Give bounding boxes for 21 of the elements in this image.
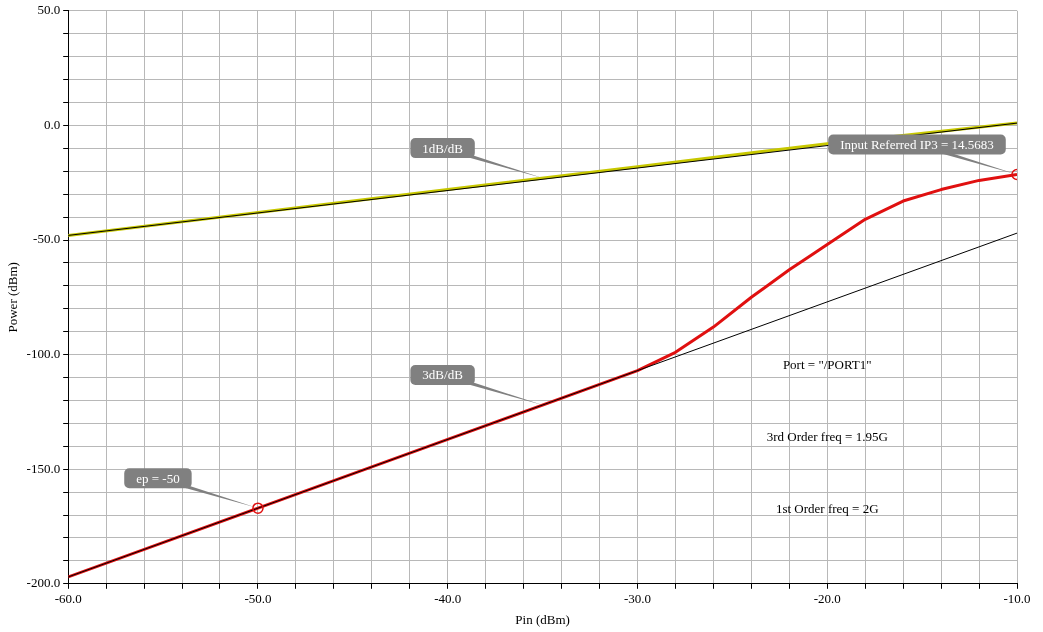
annotation: ep = -50: [136, 470, 180, 486]
annotation: 1st Order freq = 2G: [775, 500, 879, 516]
x-tick-label: -50.0: [244, 591, 272, 607]
x-tick-label: -40.0: [434, 591, 462, 607]
y-tick-label: 0.0: [43, 116, 61, 132]
x-axis-title: Pin (dBm): [515, 611, 570, 627]
x-tick-label: -60.0: [54, 591, 82, 607]
y-tick-label: -150.0: [26, 460, 61, 476]
annotation: 1dB/dB: [422, 140, 464, 156]
y-tick-label: -200.0: [26, 575, 61, 591]
y-tick-label: -100.0: [26, 346, 61, 362]
annotation: 3rd Order freq = 1.95G: [766, 429, 888, 445]
y-tick-label: -50.0: [33, 231, 61, 247]
annotation: 3dB/dB: [422, 367, 464, 383]
x-tick-label: -30.0: [623, 591, 652, 607]
x-tick-label: -10.0: [1003, 591, 1031, 607]
y-tick-label: 50.0: [37, 2, 61, 18]
annotation: Input Referred IP3 = 14.5683: [840, 136, 994, 152]
y-axis-title: Power (dBm): [5, 262, 21, 333]
annotation: Port = "/PORT1": [782, 357, 872, 373]
x-tick-label: -20.0: [813, 591, 841, 607]
